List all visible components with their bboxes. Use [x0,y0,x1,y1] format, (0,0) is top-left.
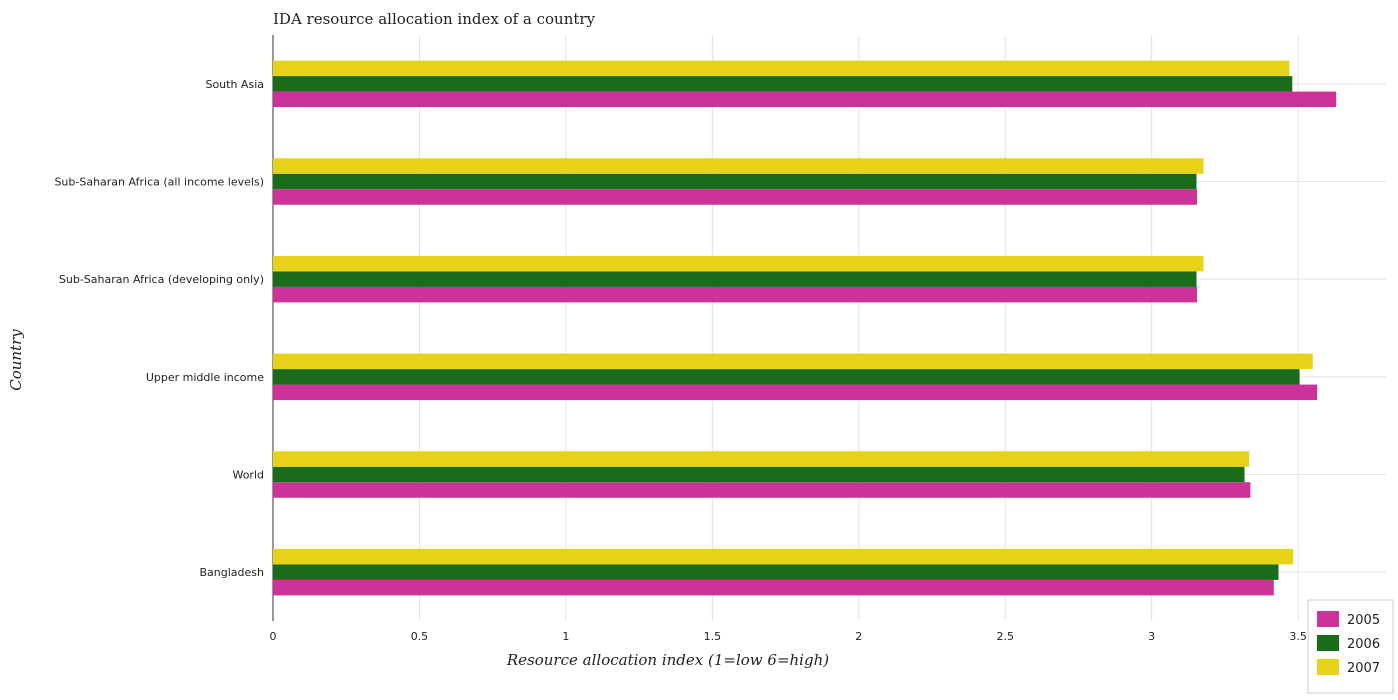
x-tick-label: 2 [855,630,862,643]
bar-2005 [273,384,1318,401]
x-tick-label: 1.5 [704,630,722,643]
legend-label: 2006 [1347,637,1380,652]
bar-2007 [273,255,1204,272]
x-tick-label: 0 [270,630,277,643]
x-tick-label: 1 [562,630,569,643]
bar-2005 [273,482,1251,498]
bar-2007 [273,60,1290,77]
x-tick-label: 3.5 [1289,630,1307,643]
bar-2005 [273,579,1274,596]
y-tick-label: World [232,469,264,482]
x-tick-label: 2.5 [996,630,1014,643]
y-tick-label: Upper middle income [146,371,264,384]
bar-2005 [273,189,1198,205]
bar-2007 [273,158,1204,174]
x-axis-title: Resource allocation index (1=low 6=high) [506,651,829,669]
bar-2005 [273,91,1337,108]
legend-swatch [1317,659,1339,675]
bar-2007 [273,548,1294,565]
legend: 2005 2006 2007 [1307,599,1394,694]
y-tick-label: South Asia [205,78,264,91]
bar-2006 [273,564,1279,580]
bar-2007 [273,353,1313,370]
bar-2006 [273,369,1300,385]
bar-2006 [273,271,1197,287]
bar-2006 [273,466,1245,483]
legend-swatch [1317,611,1339,627]
y-tick-labels: South Asia Sub-Saharan Africa (all income… [54,78,264,579]
bar-2005 [273,286,1198,303]
x-tick-labels: 0 0.5 1 1.5 2 2.5 3 3.5 [270,630,1307,643]
bar-2006 [273,76,1293,92]
legend-label: 2007 [1347,661,1380,676]
bar-2007 [273,451,1250,467]
chart-title: IDA resource allocation index of a count… [273,10,596,28]
y-tick-label: Bangladesh [200,566,265,579]
x-tick-label: 3 [1148,630,1155,643]
y-axis-title: Country [7,329,25,391]
legend-swatch [1317,635,1339,651]
y-tick-label: Sub-Saharan Africa (developing only) [59,273,264,286]
legend-label: 2005 [1347,613,1380,628]
bars [273,60,1337,596]
grid [272,35,1386,621]
bar-2006 [273,173,1197,190]
y-tick-label: Sub-Saharan Africa (all income levels) [54,176,264,189]
x-tick-label: 0.5 [411,630,429,643]
